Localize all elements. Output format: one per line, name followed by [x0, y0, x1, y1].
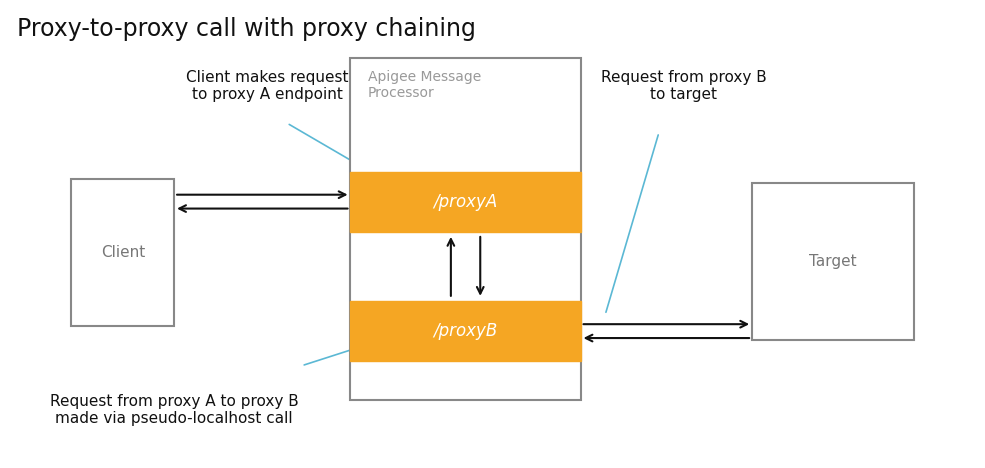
FancyBboxPatch shape [753, 183, 914, 340]
FancyBboxPatch shape [351, 172, 580, 232]
Text: Request from proxy A to proxy B
made via pseudo-localhost call: Request from proxy A to proxy B made via… [50, 394, 298, 426]
Text: /proxyB: /proxyB [433, 322, 497, 340]
Text: Request from proxy B
to target: Request from proxy B to target [601, 70, 766, 102]
Text: Proxy-to-proxy call with proxy chaining: Proxy-to-proxy call with proxy chaining [18, 17, 477, 41]
Text: Client: Client [100, 245, 145, 260]
FancyBboxPatch shape [351, 301, 580, 361]
Text: Client makes request
to proxy A endpoint: Client makes request to proxy A endpoint [186, 70, 349, 102]
Text: Apigee Message
Processor: Apigee Message Processor [368, 70, 482, 100]
Text: Target: Target [809, 254, 857, 269]
FancyBboxPatch shape [71, 178, 174, 327]
Text: /proxyA: /proxyA [433, 193, 497, 211]
FancyBboxPatch shape [351, 58, 580, 401]
